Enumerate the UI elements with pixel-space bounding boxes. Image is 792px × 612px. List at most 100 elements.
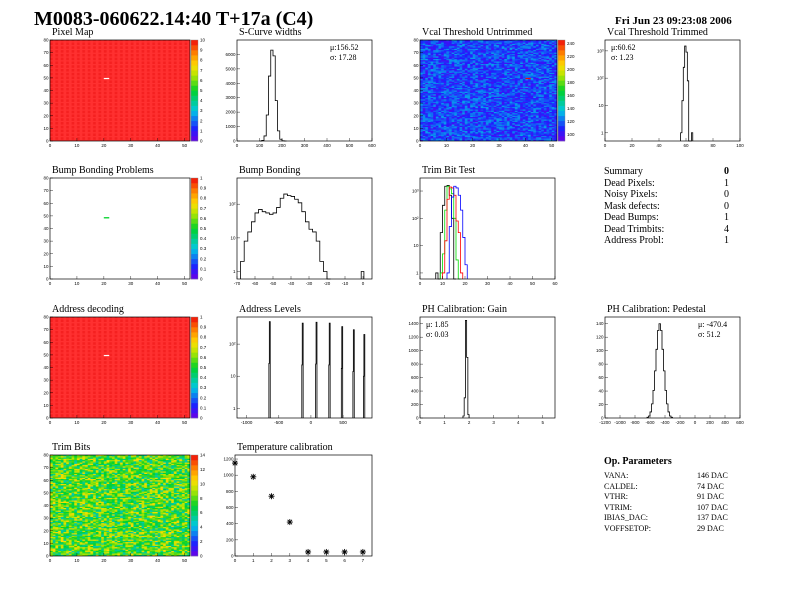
timestamp: Fri Jun 23 09:23:08 2006 xyxy=(615,15,732,27)
palette-swatch xyxy=(191,480,198,486)
plot-canvas: -1000 -500 0 500 1 10 10² xyxy=(229,316,373,425)
y-tick-label: 1200 xyxy=(408,335,419,340)
y-tick-label: 50 xyxy=(43,75,49,80)
palette-swatch xyxy=(191,530,198,537)
y-tick-label: 10² xyxy=(229,342,236,347)
x-tick-label: 5 xyxy=(541,420,544,425)
summary-row: Noisy Pixels: 0 xyxy=(604,189,729,201)
histogram-series-0 xyxy=(259,49,287,142)
palette-tick-label: 5 xyxy=(200,88,203,93)
palette-swatch xyxy=(558,95,565,101)
plot-canvas: -1200 -1000 -800 -600 -400 -200 0 200 400 600 0 20 4… xyxy=(596,316,744,425)
y-tick-label: 5000 xyxy=(225,66,236,71)
palette-tick-label: 0 xyxy=(200,554,203,559)
palette-swatch xyxy=(558,135,565,142)
palette-swatch xyxy=(558,70,565,76)
palette-swatch xyxy=(191,100,198,106)
plot-canvas: 0 1 2 3 4 5 6 7 8 9 10 0 10 20 30 40 50 0 10 20 30 40 50 60 70 80 xyxy=(43,38,205,149)
x-tick-label: 30 xyxy=(485,281,491,286)
y-tick-label: 30 xyxy=(413,101,419,106)
palette-swatch xyxy=(191,253,198,260)
y-tick-label: 30 xyxy=(43,239,49,244)
op-row: VANA: 146 DAC xyxy=(604,471,728,482)
palette-tick-label: 8 xyxy=(200,496,203,501)
palette-tick-label: 7 xyxy=(200,68,203,73)
y-tick-label: 20 xyxy=(43,251,49,256)
y-tick-label: 10 xyxy=(230,374,236,379)
x-tick-label: 30 xyxy=(128,281,134,286)
op-label: IBIAS_DAC: xyxy=(604,513,649,522)
palette-tick-label: 2 xyxy=(200,539,203,544)
palette-swatch xyxy=(191,70,198,76)
histogram-series-0 xyxy=(680,45,694,142)
stat-sigma: σ: 17.28 xyxy=(330,53,357,62)
y-tick-label: 40 xyxy=(43,365,49,370)
op-row: VTHR: 91 DAC xyxy=(604,492,728,503)
palette-swatch xyxy=(558,130,565,137)
summary-value: 4 xyxy=(724,223,729,235)
x-tick-label: 400 xyxy=(323,143,331,148)
y-tick-label: 10³ xyxy=(412,189,419,194)
stat-mean: μ:156.52 xyxy=(330,43,359,52)
plot-canvas: 0 10 20 30 40 50 60 1 10 10² 10³ xyxy=(412,177,558,286)
palette-swatch xyxy=(191,40,198,46)
palette-swatch xyxy=(191,317,198,323)
histogram-series-1 xyxy=(360,271,365,279)
y-tick-label: 10² xyxy=(412,216,419,221)
y-tick-label: 1000 xyxy=(225,124,236,129)
summary-label: Mask defects: xyxy=(604,200,660,212)
y-tick-label: 10 xyxy=(413,243,419,248)
palette-tick-label: 0.9 xyxy=(200,325,207,330)
stat-sigma: σ: 0.03 xyxy=(426,330,449,339)
plot-title: PH Calibration: Pedestal xyxy=(607,304,706,315)
summary-value: 1 xyxy=(724,177,729,189)
palette-swatch xyxy=(558,100,565,106)
histogram-series-0 xyxy=(435,185,456,280)
stat-sigma: σ: 1.23 xyxy=(611,53,634,62)
x-tick-label: 20 xyxy=(101,281,107,286)
x-tick-label: 0 xyxy=(49,420,52,425)
palette-swatch xyxy=(191,455,198,461)
palette-swatch xyxy=(191,332,198,338)
x-tick-label: 30 xyxy=(497,143,503,148)
y-tick-label: 20 xyxy=(598,402,604,407)
x-tick-label: -600 xyxy=(645,420,655,425)
histogram-series-0 xyxy=(462,319,470,418)
x-tick-label: 40 xyxy=(155,558,161,563)
palette-tick-label: 0.8 xyxy=(200,335,207,340)
y-tick-label: 0 xyxy=(416,416,419,421)
x-tick-label: 0 xyxy=(49,143,52,148)
y-tick-label: 1000 xyxy=(223,473,234,478)
y-tick-label: 400 xyxy=(226,521,234,526)
histogram-series-2 xyxy=(442,186,464,279)
palette-swatch xyxy=(191,412,198,419)
x-tick-label: 3 xyxy=(289,558,292,563)
palette-swatch xyxy=(558,50,565,56)
y-tick-label: 70 xyxy=(413,50,419,55)
palette-swatch xyxy=(191,500,198,506)
palette-swatch xyxy=(191,322,198,328)
palette-tick-label: 0 xyxy=(200,277,203,282)
x-tick-label: 0 xyxy=(49,558,52,563)
y-tick-label: 10 xyxy=(43,126,49,131)
palette-swatch xyxy=(191,362,198,368)
palette-swatch xyxy=(191,130,198,137)
palette-swatch xyxy=(191,85,198,91)
palette-swatch xyxy=(558,115,565,122)
heatmap-cells xyxy=(50,178,190,279)
palette-swatch xyxy=(558,90,565,96)
stat-mean: μ: 1.85 xyxy=(426,320,449,329)
x-tick-label: -500 xyxy=(274,420,284,425)
palette-tick-label: 0 xyxy=(200,416,203,421)
palette-swatch xyxy=(191,120,198,127)
y-tick-label: 70 xyxy=(43,50,49,55)
palette-swatch xyxy=(558,85,565,91)
y-tick-label: 10 xyxy=(230,235,236,240)
summary-value: 0 xyxy=(724,200,729,212)
palette-swatch xyxy=(191,535,198,542)
plot-canvas: 0 20 40 60 80 100 1 10 10² 10³ μ:60.62σ: 1.23 xyxy=(597,39,744,148)
x-tick-label: 600 xyxy=(368,143,376,148)
palette-tick-label: 0.1 xyxy=(200,405,207,410)
x-tick-label: 50 xyxy=(182,558,188,563)
x-tick-label: 300 xyxy=(301,143,309,148)
